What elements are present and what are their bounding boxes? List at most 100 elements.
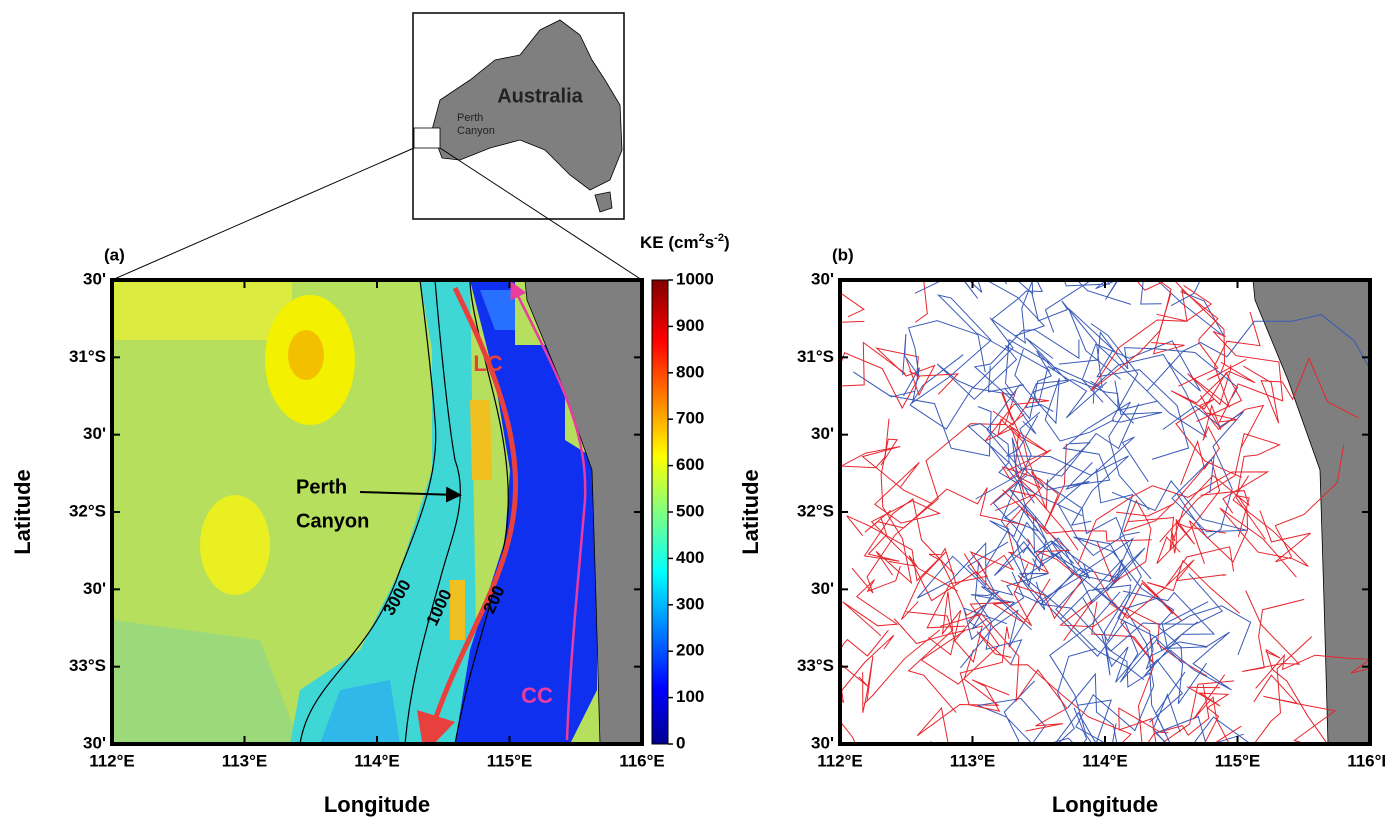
track [1016,280,1104,403]
track [1219,475,1309,578]
x-tick-label: 114°E [354,751,400,770]
track [984,397,1050,506]
track [907,591,962,713]
track [1025,337,1108,419]
track [1017,574,1132,643]
track [1073,536,1183,660]
track [971,560,1023,666]
track [1148,573,1224,663]
track [1044,280,1172,333]
track [1151,280,1185,355]
track [1242,590,1305,672]
australia [431,19,623,213]
ke-map [112,280,642,744]
track [1008,488,1146,592]
x-tick-label: 112°E [817,751,863,770]
current-label: CC [521,683,553,708]
track [1093,559,1240,619]
track [1115,458,1221,564]
track [959,626,1010,712]
y-tick-label: 30' [811,733,834,752]
track [1165,546,1235,588]
track [973,329,1080,435]
track-map [840,280,1370,744]
track [1146,314,1370,392]
y-axis-label: Latitude [10,469,35,555]
track [1045,442,1152,580]
track [1091,579,1183,665]
track [1009,489,1152,551]
track [1077,471,1270,565]
track [1242,357,1359,424]
track [1205,330,1284,423]
y-tick-label: 31°S [797,347,834,366]
site-label: Perth [457,112,483,124]
track [920,578,1051,685]
track [1103,593,1167,736]
canyon-label: Canyon [296,510,369,532]
y-tick-label: 31°S [69,347,106,366]
track [840,341,921,410]
track [840,634,895,744]
track [902,320,986,376]
track [1108,602,1235,744]
colorbar-title: KE (cm2s-2) [640,232,730,253]
y-tick-label: 32°S [69,501,106,520]
track [846,515,947,621]
colorbar-tick-label: 800 [676,362,704,381]
track [909,338,1053,430]
region-label: Australia [497,85,583,107]
canyon-label: Perth [296,476,347,498]
track [1096,499,1173,584]
track [1004,350,1134,424]
y-tick-label: 32°S [797,501,834,520]
track [864,487,1025,533]
colorbar-tick-label: 400 [676,548,704,567]
track [995,413,1041,512]
track [1122,590,1216,723]
x-tick-label: 115°E [487,751,533,770]
track [840,418,934,505]
x-tick-label: 116°E [1347,751,1385,770]
track [1016,516,1090,588]
track [1053,612,1208,704]
track [851,388,1017,594]
track [1046,707,1088,744]
track [1057,436,1149,557]
track [926,550,1015,629]
y-tick-label: 33°S [797,656,834,675]
zoom-line [111,147,415,281]
track [1101,605,1252,683]
track [840,292,865,318]
track [908,555,1033,627]
y-tick-label: 30' [811,424,834,443]
track [1135,280,1247,381]
track [1118,707,1169,744]
track [1178,284,1219,387]
track [1170,518,1227,554]
x-tick-label: 115°E [1215,751,1261,770]
x-tick-label: 113°E [950,751,996,770]
track [1021,403,1140,491]
track [967,423,1083,517]
colorbar-tick-label: 0 [676,733,685,752]
track [985,504,1076,606]
x-tick-label: 114°E [1082,751,1128,770]
zoom-line [439,147,643,281]
track [992,411,1041,554]
track [853,371,992,457]
canyon-arrow [359,486,462,503]
track [1255,653,1370,689]
track [1058,331,1239,398]
x-axis-label: Longitude [1052,792,1158,817]
x-axis-label: Longitude [324,792,430,817]
track [1001,443,1067,530]
track [842,566,901,637]
track [1145,631,1232,691]
track [976,680,1046,744]
track [903,294,1009,404]
y-tick-label: 30' [83,733,106,752]
study-area-box [413,127,441,149]
track [1111,455,1247,533]
